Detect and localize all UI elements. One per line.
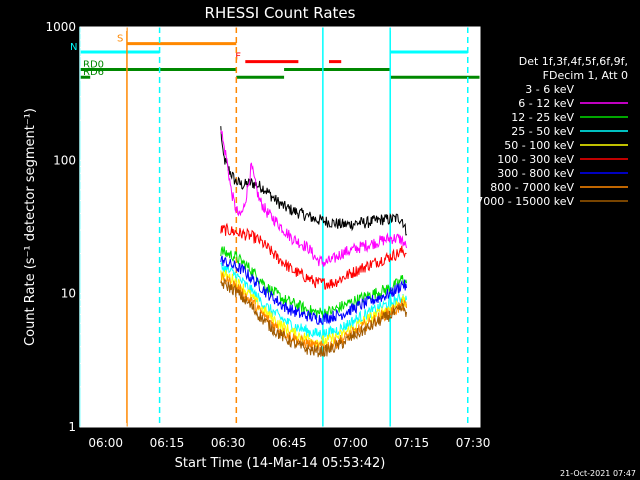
axis-ticks: 06:00 06:15 06:30 06:45 07:00 07:15 07:30 1 10 10… — [45, 20, 490, 450]
flag-label: S — [117, 34, 123, 45]
x-tick-label: 07:15 — [395, 436, 430, 450]
x-tick-label: 06:45 — [272, 436, 307, 450]
legend-label-25-50-kev: 25 - 50 keV — [511, 125, 574, 138]
series-6-12-kev — [220, 130, 407, 267]
series-800-7000-kev — [220, 271, 407, 353]
x-tick-label: 07:30 — [456, 436, 491, 450]
x-tick-label: 06:15 — [150, 436, 185, 450]
y-tick-label: 100 — [53, 153, 76, 167]
series-lines — [220, 126, 407, 358]
flag-label: N — [70, 42, 77, 53]
legend-label-6-12-kev: 6 - 12 keV — [518, 97, 574, 110]
flag-label: RD0 — [83, 60, 104, 71]
series-12-25-kev — [220, 246, 407, 319]
legend-label-100-300-kev: 100 - 300 keV — [497, 153, 574, 166]
chart-title: RHESSI Count Rates — [205, 4, 356, 22]
y-tick-label: 10 — [61, 287, 76, 301]
x-axis-label: Start Time (14-Mar-14 05:53:42) — [175, 456, 386, 471]
series-100-300-kev — [220, 222, 407, 290]
series-7000-15000-kev — [220, 277, 407, 358]
footer-timestamp: 21-Oct-2021 07:47 — [560, 469, 636, 478]
x-tick-label: 06:30 — [211, 436, 246, 450]
y-tick-label: 1000 — [45, 20, 76, 34]
y-axis-label: Count Rate (s⁻¹ detector segment⁻¹) — [23, 108, 38, 346]
series-3-6-kev — [220, 126, 407, 236]
legend-label-7000-15000-kev: 7000 - 15000 keV — [476, 195, 574, 208]
series-300-800-kev — [220, 255, 407, 325]
legend-label-800-7000-kev: 800 - 7000 keV — [490, 181, 574, 194]
legend-header-2: FDecim 1, Att 0 — [543, 69, 628, 82]
flag-label: RD6 — [83, 67, 104, 78]
series-25-50-kev — [220, 262, 407, 341]
legend-label-50-100-kev: 50 - 100 keV — [504, 139, 574, 152]
x-tick-label: 06:00 — [88, 436, 123, 450]
plot-frame — [79, 26, 481, 428]
legend: Det 1f,3f,4f,5f,6f,9f, FDecim 1, Att 0 3… — [476, 55, 628, 208]
vertical-markers — [79, 27, 469, 427]
flag-label: F — [235, 52, 241, 63]
x-tick-label: 07:00 — [333, 436, 368, 450]
legend-label-3-6-kev: 3 - 6 keV — [525, 83, 574, 96]
legend-label-300-800-kev: 300 - 800 keV — [497, 167, 574, 180]
y-tick-label: 1 — [68, 420, 76, 434]
legend-label-12-25-kev: 12 - 25 keV — [511, 111, 574, 124]
legend-header-1: Det 1f,3f,4f,5f,6f,9f, — [519, 55, 628, 68]
